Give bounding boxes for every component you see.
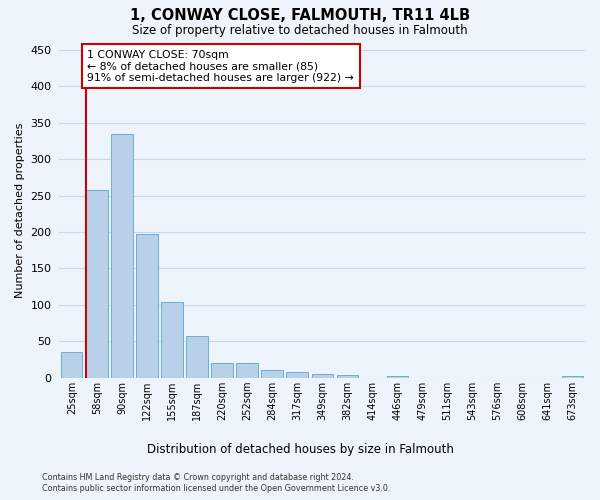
Bar bbox=[337, 375, 358, 378]
Text: Contains public sector information licensed under the Open Government Licence v3: Contains public sector information licen… bbox=[42, 484, 391, 493]
Text: 1, CONWAY CLOSE, FALMOUTH, TR11 4LB: 1, CONWAY CLOSE, FALMOUTH, TR11 4LB bbox=[130, 8, 470, 22]
Bar bbox=[562, 376, 583, 378]
Bar bbox=[111, 134, 133, 378]
Text: 1 CONWAY CLOSE: 70sqm
← 8% of detached houses are smaller (85)
91% of semi-detac: 1 CONWAY CLOSE: 70sqm ← 8% of detached h… bbox=[88, 50, 354, 83]
Y-axis label: Number of detached properties: Number of detached properties bbox=[15, 122, 25, 298]
Bar bbox=[161, 302, 182, 378]
Text: Distribution of detached houses by size in Falmouth: Distribution of detached houses by size … bbox=[146, 442, 454, 456]
Bar bbox=[136, 234, 158, 378]
Bar bbox=[187, 336, 208, 378]
Bar bbox=[61, 352, 82, 378]
Text: Size of property relative to detached houses in Falmouth: Size of property relative to detached ho… bbox=[132, 24, 468, 37]
Bar bbox=[262, 370, 283, 378]
Bar bbox=[211, 363, 233, 378]
Bar bbox=[386, 376, 408, 378]
Bar bbox=[286, 372, 308, 378]
Text: Contains HM Land Registry data © Crown copyright and database right 2024.: Contains HM Land Registry data © Crown c… bbox=[42, 472, 354, 482]
Bar bbox=[311, 374, 333, 378]
Bar bbox=[86, 190, 107, 378]
Bar bbox=[236, 363, 258, 378]
